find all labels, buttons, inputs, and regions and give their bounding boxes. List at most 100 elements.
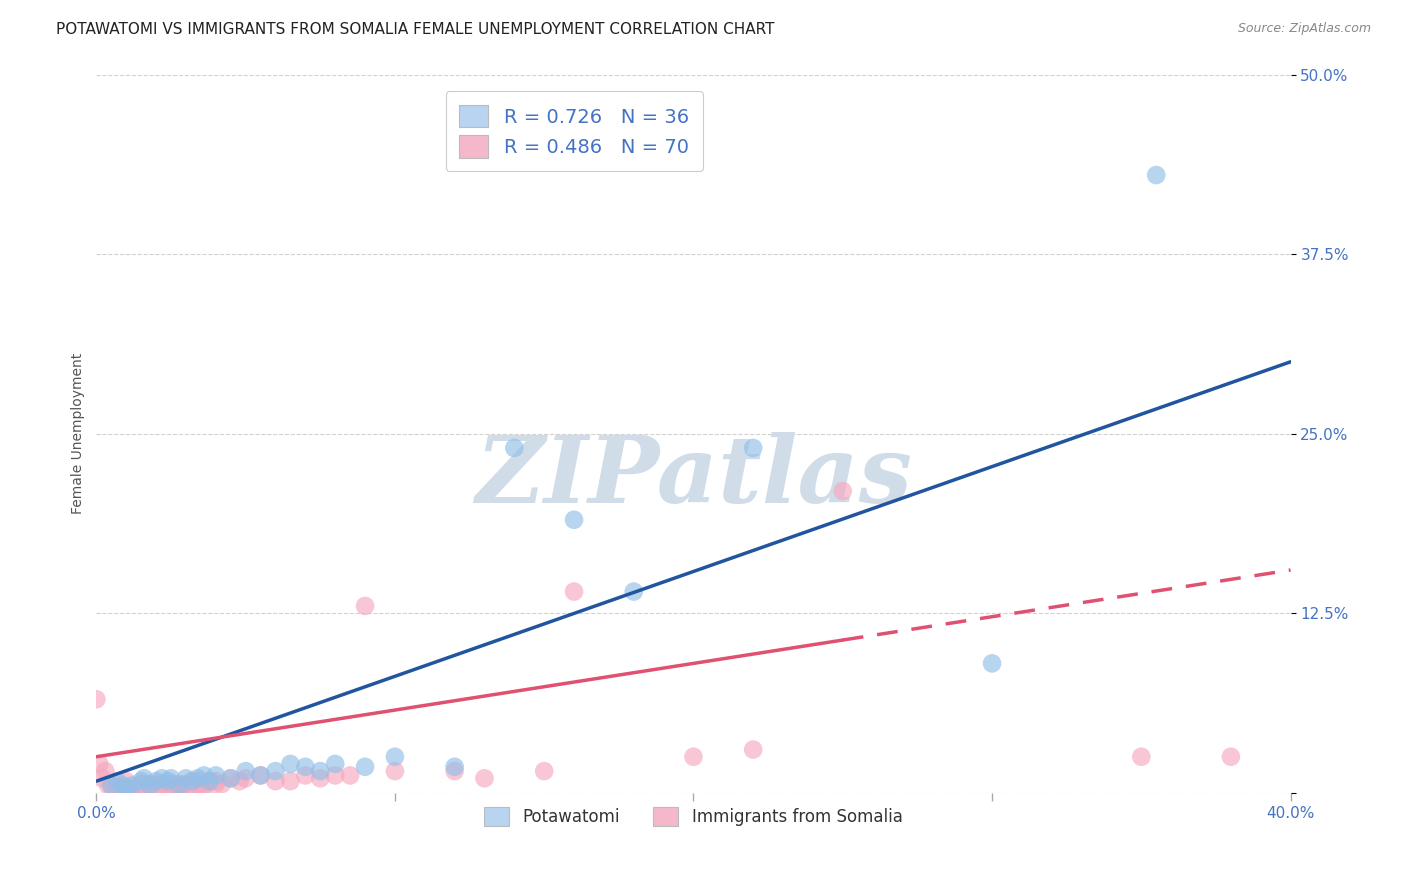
Point: [129, 774, 152, 789]
Point: [100, 779, 122, 793]
Point: [264, 764, 287, 778]
Point: [198, 774, 221, 789]
Point: [94, 764, 117, 778]
Point: [294, 760, 316, 774]
Point: [156, 784, 179, 798]
Point: [235, 772, 257, 786]
Point: [623, 584, 645, 599]
Point: [193, 781, 215, 796]
Point: [145, 784, 167, 798]
Point: [169, 779, 191, 793]
Point: [280, 756, 302, 771]
Point: [228, 774, 250, 789]
Point: [443, 764, 465, 778]
Text: Source: ZipAtlas.com: Source: ZipAtlas.com: [1237, 22, 1371, 36]
Point: [121, 779, 143, 793]
Point: [1130, 749, 1153, 764]
Point: [190, 781, 212, 796]
Point: [163, 777, 186, 791]
Point: [105, 774, 128, 789]
Point: [249, 768, 271, 782]
Point: [384, 764, 406, 778]
Point: [184, 781, 207, 796]
Point: [235, 764, 257, 778]
Point: [150, 777, 173, 791]
Point: [112, 779, 135, 793]
Point: [204, 777, 226, 791]
Point: [742, 742, 765, 756]
Point: [97, 779, 120, 793]
Point: [180, 774, 202, 789]
Point: [115, 774, 138, 789]
Point: [103, 782, 125, 797]
Point: [323, 768, 346, 782]
Point: [118, 781, 141, 796]
Point: [294, 768, 316, 782]
Point: [204, 774, 226, 789]
Point: [249, 768, 271, 782]
Point: [166, 784, 188, 798]
Point: [533, 764, 555, 778]
Point: [150, 781, 173, 796]
Point: [89, 756, 111, 771]
Point: [187, 772, 209, 786]
Point: [211, 777, 233, 791]
Point: [139, 781, 162, 796]
Point: [354, 599, 377, 613]
Point: [160, 772, 183, 786]
Point: [198, 774, 221, 789]
Point: [474, 772, 496, 786]
Point: [134, 772, 156, 786]
Point: [384, 749, 406, 764]
Point: [169, 777, 191, 791]
Point: [981, 657, 1004, 671]
Point: [115, 781, 138, 796]
Point: [339, 768, 361, 782]
Point: [150, 772, 173, 786]
Point: [280, 774, 302, 789]
Point: [160, 777, 183, 791]
Point: [503, 441, 526, 455]
Point: [323, 756, 346, 771]
Point: [174, 777, 197, 791]
Point: [148, 777, 170, 791]
Point: [153, 781, 176, 796]
Point: [1219, 749, 1241, 764]
Point: [742, 441, 765, 455]
Point: [187, 774, 209, 789]
Point: [831, 483, 853, 498]
Point: [145, 774, 167, 789]
Point: [219, 772, 242, 786]
Point: [91, 772, 114, 786]
Point: [160, 781, 183, 796]
Point: [562, 584, 585, 599]
Point: [443, 760, 465, 774]
Point: [219, 772, 242, 786]
Point: [100, 779, 122, 793]
Point: [86, 692, 108, 706]
Point: [309, 772, 332, 786]
Point: [124, 781, 146, 796]
Point: [134, 781, 156, 796]
Point: [142, 781, 165, 796]
Point: [145, 781, 167, 796]
Point: [110, 781, 132, 796]
Point: [354, 760, 377, 774]
Text: ZIPatlas: ZIPatlas: [475, 432, 912, 522]
Legend: Potawatomi, Immigrants from Somalia: Potawatomi, Immigrants from Somalia: [477, 798, 911, 835]
Point: [682, 749, 704, 764]
Point: [180, 774, 202, 789]
Point: [112, 781, 135, 796]
Point: [264, 774, 287, 789]
Point: [134, 777, 156, 791]
Point: [169, 781, 191, 796]
Point: [190, 777, 212, 791]
Point: [1144, 168, 1167, 182]
Point: [121, 782, 143, 797]
Point: [193, 768, 215, 782]
Point: [139, 777, 162, 791]
Point: [115, 781, 138, 796]
Point: [309, 764, 332, 778]
Point: [156, 774, 179, 789]
Point: [127, 781, 149, 796]
